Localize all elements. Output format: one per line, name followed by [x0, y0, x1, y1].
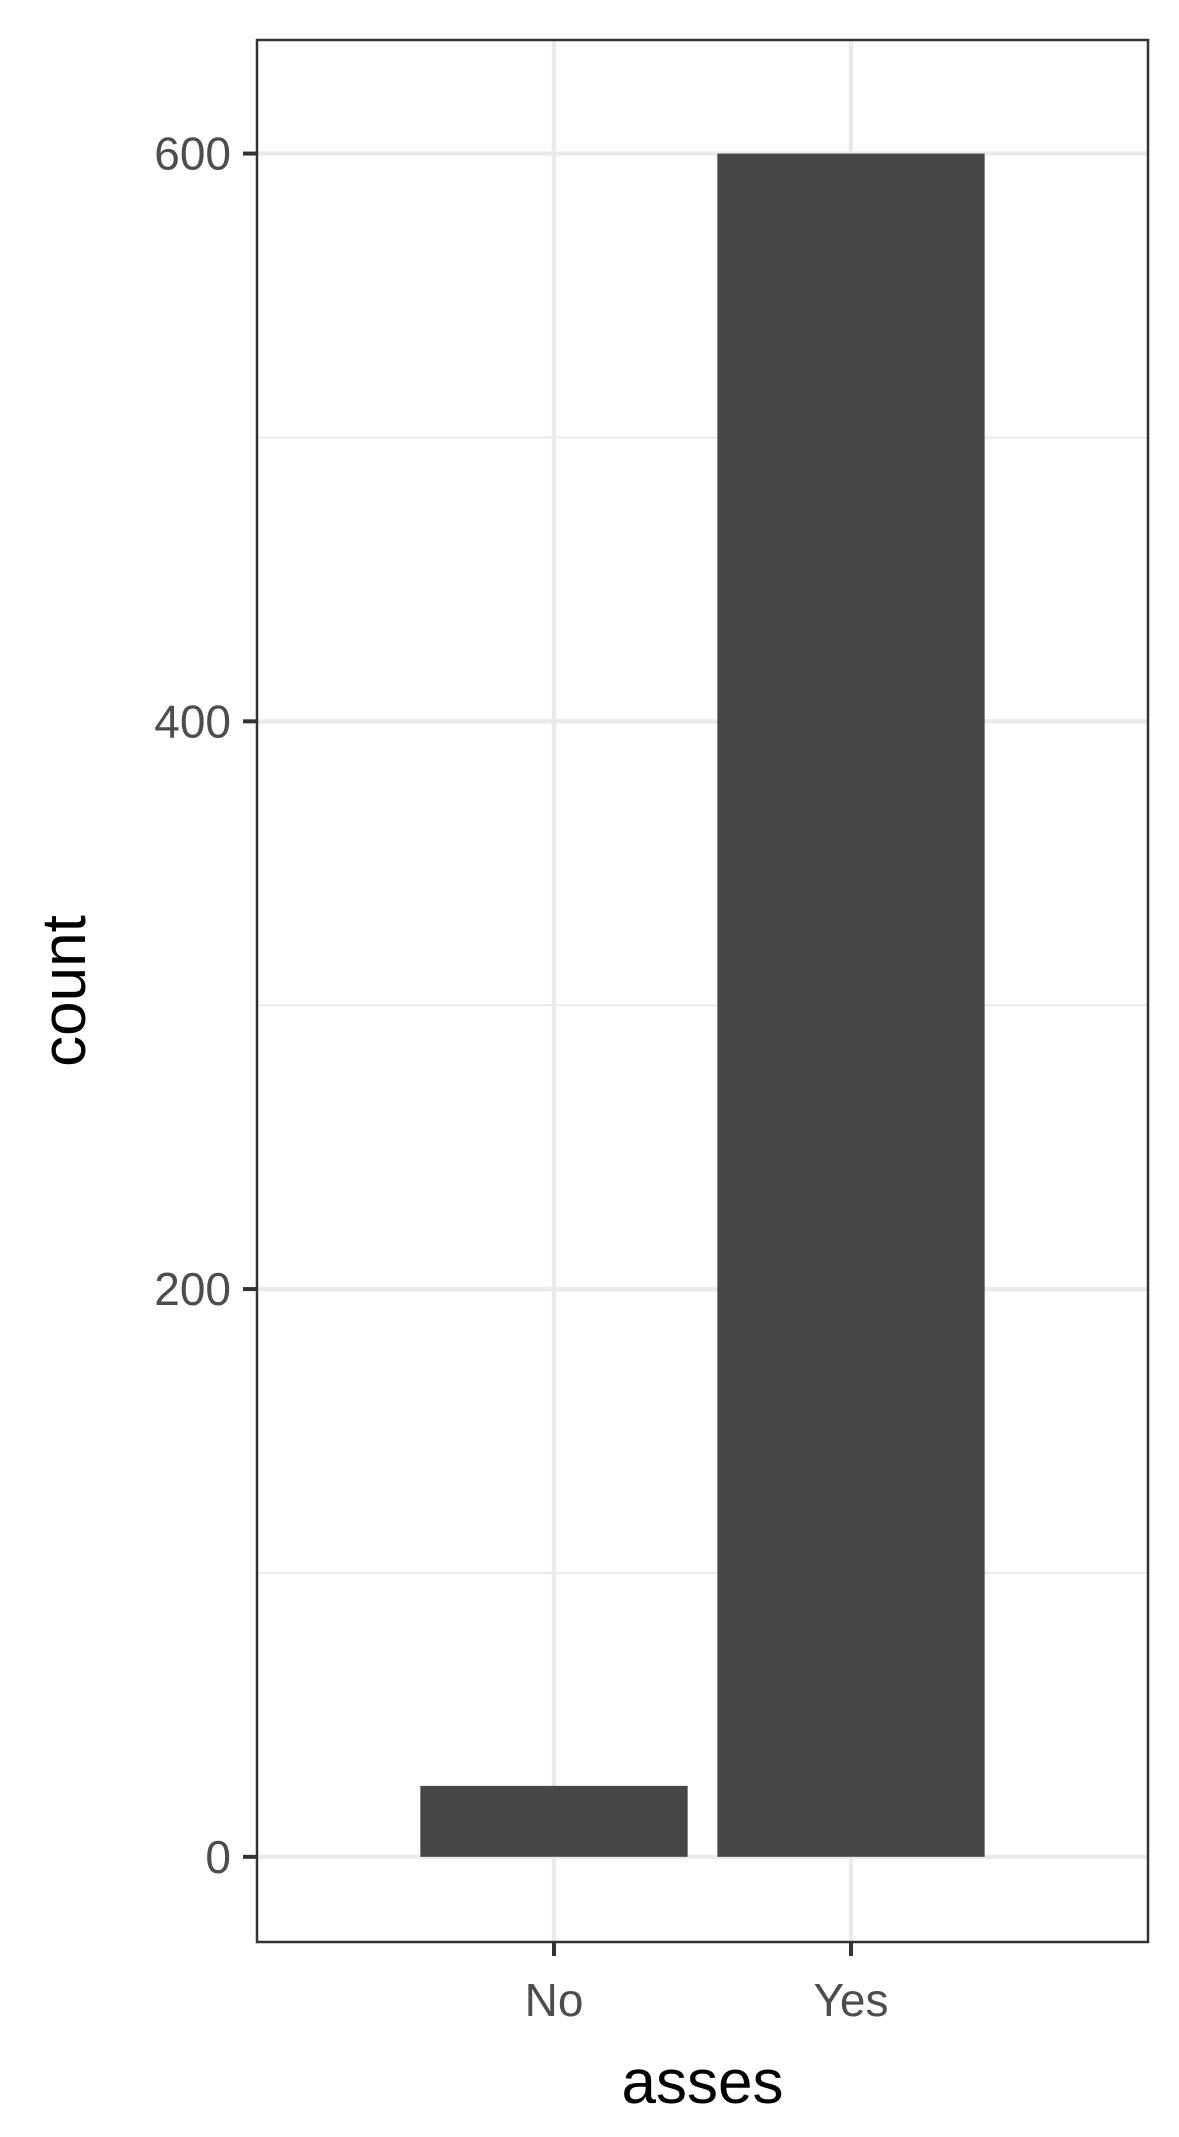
panel-border	[255, 38, 1150, 1944]
x-axis-title: asses	[622, 2048, 784, 2117]
x-axis: No Yes	[525, 1942, 889, 2026]
grid	[257, 40, 1148, 1942]
y-tick-label: 0	[205, 1831, 231, 1883]
y-tick-label: 600	[154, 128, 231, 180]
bars	[420, 153, 985, 1857]
y-tick-label: 200	[154, 1263, 231, 1315]
x-tick-label: Yes	[813, 1974, 888, 2026]
bar-no	[420, 1785, 688, 1857]
y-axis-title: count	[30, 915, 99, 1067]
bar-yes	[717, 153, 985, 1857]
y-axis: 0 200 400 600	[154, 128, 257, 1883]
y-tick-label: 400	[154, 695, 231, 747]
x-tick-label: No	[525, 1974, 584, 2026]
